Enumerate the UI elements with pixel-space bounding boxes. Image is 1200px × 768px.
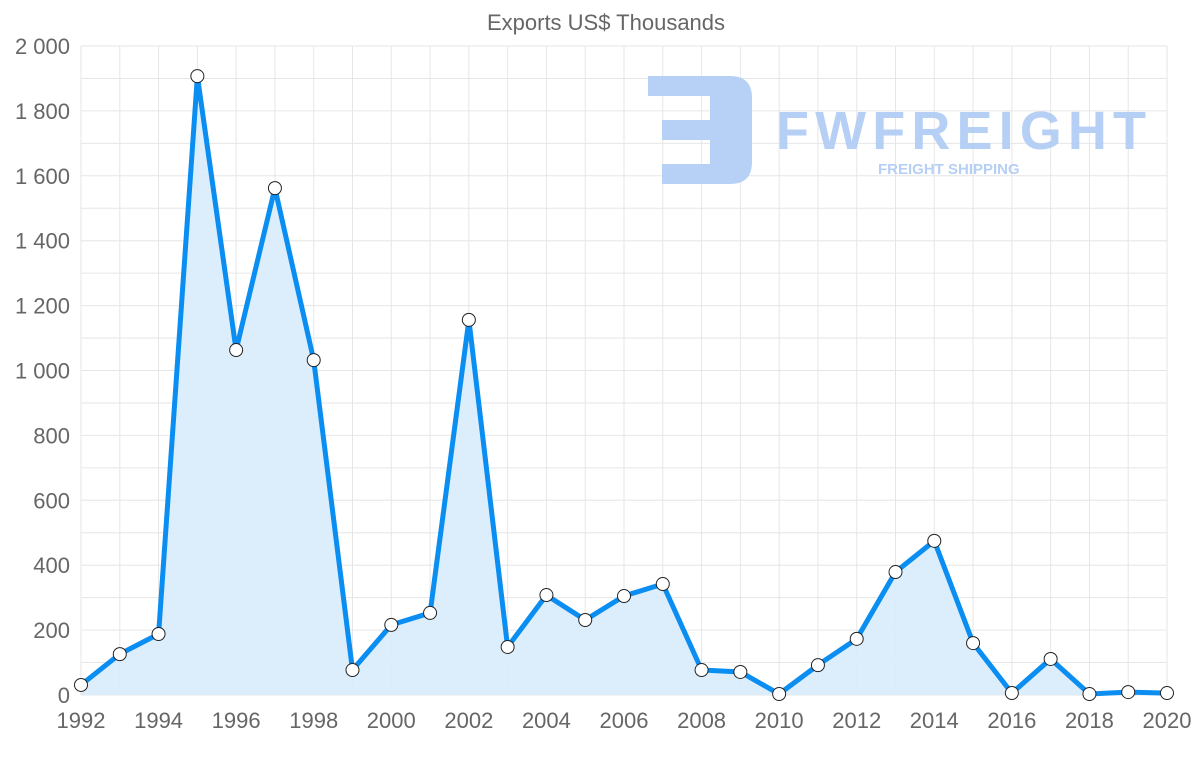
data-point-1995[interactable]: 1995: 1907 bbox=[190, 69, 205, 84]
data-point-2003[interactable]: 2003: 148 bbox=[500, 639, 515, 654]
data-point-2004[interactable]: 2004: 308 bbox=[539, 588, 554, 603]
y-tick-label: 1 000 bbox=[15, 359, 70, 384]
data-point-1999[interactable]: 1999: 77 bbox=[345, 663, 360, 678]
data-point-2014[interactable]: 2014: 475 bbox=[927, 533, 942, 548]
data-point-1994[interactable]: 1994: 188 bbox=[151, 626, 166, 641]
area-fill bbox=[81, 76, 1167, 695]
y-tick-label: 0 bbox=[58, 683, 70, 708]
y-tick-label: 600 bbox=[33, 488, 70, 513]
watermark-tagline: FREIGHT SHIPPING bbox=[878, 161, 1020, 178]
x-tick-label: 2008 bbox=[677, 708, 726, 733]
x-tick-label: 1994 bbox=[134, 708, 183, 733]
data-point-1996[interactable]: 1996: 1063 bbox=[229, 343, 244, 358]
x-tick-label: 2002 bbox=[444, 708, 493, 733]
data-point-2000[interactable]: 2000: 216 bbox=[384, 617, 399, 632]
y-axis: 0 200 400 600 800 1 000 1 200 1 400 1 600 1 800 2 … bbox=[15, 34, 70, 708]
y-tick-label: 200 bbox=[33, 618, 70, 643]
area-fill-path bbox=[81, 76, 1167, 695]
data-point-2006[interactable]: 2006: 305 bbox=[617, 589, 631, 604]
x-tick-label: 1996 bbox=[212, 708, 261, 733]
x-tick-label: 2016 bbox=[987, 708, 1036, 733]
data-point-2011[interactable]: 2011: 92 bbox=[810, 658, 825, 673]
x-tick-label: 2000 bbox=[367, 708, 416, 733]
x-axis: 1992 1994 1996 1998 2000 2002 2004 2006 2008 2010… bbox=[57, 708, 1192, 733]
data-point-2009[interactable]: 2009: 71 bbox=[733, 664, 748, 679]
data-point-2005[interactable]: 2005: 231 bbox=[578, 613, 593, 628]
data-points: 1992: 31 1993: 126 1994: 188 1995: 1907 1996… bbox=[74, 69, 1174, 702]
data-point-1998[interactable]: 1998: 1032 bbox=[306, 353, 321, 368]
data-point-2020[interactable]: 2020: 6 bbox=[1160, 686, 1174, 701]
x-tick-label: 1998 bbox=[289, 708, 338, 733]
x-tick-label: 1992 bbox=[57, 708, 106, 733]
data-point-2017[interactable]: 2017: 111 bbox=[1043, 651, 1058, 666]
data-point-2008[interactable]: 2008: 77 bbox=[694, 663, 709, 678]
x-tick-label: 2010 bbox=[755, 708, 804, 733]
y-tick-label: 800 bbox=[33, 423, 70, 448]
data-point-2013[interactable]: 2013: 379 bbox=[888, 565, 903, 580]
data-point-1997[interactable]: 1997: 1562 bbox=[267, 181, 282, 196]
data-point-2012[interactable]: 2012: 173 bbox=[849, 631, 864, 646]
data-point-2018[interactable]: 2018: 3 bbox=[1082, 687, 1097, 702]
y-tick-label: 1 800 bbox=[15, 99, 70, 124]
x-tick-label: 2020 bbox=[1143, 708, 1192, 733]
y-tick-label: 2 000 bbox=[15, 34, 70, 59]
chart-title: Exports US$ Thousands bbox=[487, 10, 725, 35]
data-point-2015[interactable]: 2015: 160 bbox=[966, 636, 981, 651]
x-tick-label: 2012 bbox=[832, 708, 881, 733]
logo-mark-icon bbox=[648, 76, 752, 184]
y-tick-label: 1 600 bbox=[15, 164, 70, 189]
y-tick-label: 1 400 bbox=[15, 229, 70, 254]
x-tick-label: 2014 bbox=[910, 708, 959, 733]
watermark-logo: FWFREIGHT FREIGHT SHIPPING bbox=[648, 76, 1146, 184]
x-tick-label: 2018 bbox=[1065, 708, 1114, 733]
data-point-1992[interactable]: 1992: 31 bbox=[74, 677, 88, 692]
x-tick-label: 2004 bbox=[522, 708, 571, 733]
watermark-brand: FWFREIGHT bbox=[776, 101, 1146, 161]
data-point-2010[interactable]: 2010: 3 bbox=[772, 687, 787, 702]
data-point-2016[interactable]: 2016: 6 bbox=[1004, 686, 1019, 701]
y-tick-label: 1 200 bbox=[15, 294, 70, 319]
data-point-2002[interactable]: 2002: 1156 bbox=[461, 312, 476, 327]
data-point-2007[interactable]: 2007: 342 bbox=[655, 577, 670, 592]
data-point-2019[interactable]: 2019: 9 bbox=[1121, 685, 1136, 700]
x-tick-label: 2006 bbox=[600, 708, 649, 733]
data-point-1993[interactable]: 1993: 126 bbox=[112, 647, 127, 662]
y-tick-label: 400 bbox=[33, 553, 70, 578]
